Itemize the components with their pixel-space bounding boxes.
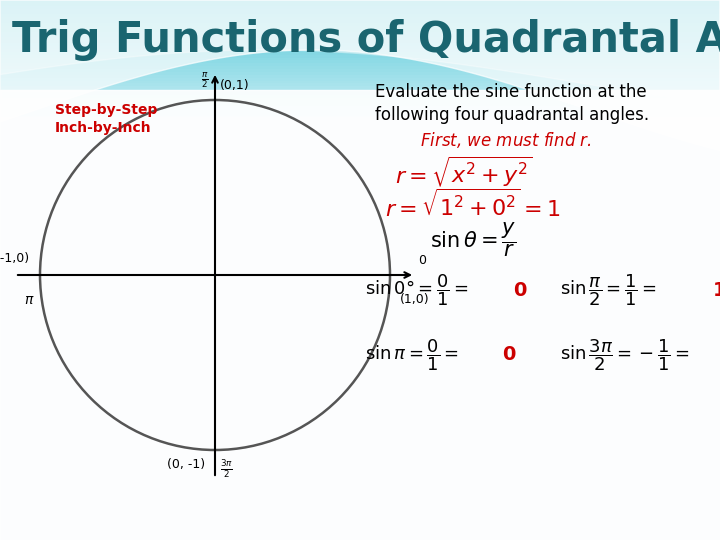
Bar [0,100,720,104]
Text: $r = \sqrt{1^2 + 0^2} = 1$: $r = \sqrt{1^2 + 0^2} = 1$ [385,189,560,221]
Bar [0,66,720,69]
Text: 1: 1 [713,280,720,300]
Text: 0: 0 [418,254,426,267]
Text: $\sin 0° = \dfrac{0}{1} = $: $\sin 0° = \dfrac{0}{1} = $ [365,272,469,308]
Bar [0,49,720,52]
Text: $\sin\pi = \dfrac{0}{1} = $: $\sin\pi = \dfrac{0}{1} = $ [365,337,459,373]
Bar [0,40,720,43]
Text: 0: 0 [502,346,516,365]
Bar [0,26,720,29]
Text: Step-by-Step: Step-by-Step [55,103,158,117]
Bar [0,72,720,75]
Bar [0,80,720,83]
Bar [0,0,720,3]
Text: $\frac{3\pi}{2}$: $\frac{3\pi}{2}$ [220,458,233,480]
Bar [0,29,720,32]
Bar [0,83,720,86]
Text: Trig Functions of Quadrantal Angles: Trig Functions of Quadrantal Angles [12,19,720,61]
Text: Evaluate the sine function at the: Evaluate the sine function at the [375,83,647,101]
Bar [0,52,720,55]
Bar [0,95,720,98]
Text: First, we must find $\it{r}$.: First, we must find $\it{r}$. [420,130,592,150]
Bar [0,69,720,72]
Text: following four quadrantal angles.: following four quadrantal angles. [375,106,649,124]
Bar [0,98,720,100]
Bar [0,78,720,80]
Bar [0,104,720,106]
Bar [0,15,720,17]
Bar [0,86,720,89]
Text: $\frac{\pi}{2}$: $\frac{\pi}{2}$ [202,71,209,90]
Bar [0,112,720,115]
Text: $\pi$: $\pi$ [24,293,35,307]
Text: (0, -1): (0, -1) [167,458,205,471]
Bar [0,6,720,9]
Text: Inch-by-Inch: Inch-by-Inch [55,121,152,135]
Bar [0,60,720,63]
Text: (0,1): (0,1) [220,79,250,92]
Bar [0,109,720,112]
Bar [0,23,720,26]
Bar [0,55,720,57]
Bar [0,89,720,92]
Text: $\sin\theta = \dfrac{y}{r}$: $\sin\theta = \dfrac{y}{r}$ [430,221,516,259]
Bar [0,35,720,37]
Bar [0,11,720,15]
Text: 0: 0 [513,280,526,300]
Bar [0,57,720,60]
Bar [0,63,720,66]
Bar [0,37,720,40]
Bar [0,92,720,95]
Bar [0,17,720,20]
Bar [0,3,720,6]
Bar [0,9,720,11]
Bar [0,106,720,109]
Bar [0,32,720,35]
Text: $r = \sqrt{x^2 + y^2}$: $r = \sqrt{x^2 + y^2}$ [395,154,533,190]
Bar [0,20,720,23]
Text: $\sin\dfrac{3\pi}{2} = -\dfrac{1}{1} =$: $\sin\dfrac{3\pi}{2} = -\dfrac{1}{1} =$ [560,337,690,373]
Text: $\sin\dfrac{\pi}{2} = \dfrac{1}{1} = $: $\sin\dfrac{\pi}{2} = \dfrac{1}{1} = $ [560,272,657,308]
Bar [0,43,720,46]
Bar [0,75,720,78]
Text: (1,0): (1,0) [400,293,430,306]
Bar [0,46,720,49]
Bar [0,90,720,540]
Text: (-1,0): (-1,0) [0,252,30,265]
